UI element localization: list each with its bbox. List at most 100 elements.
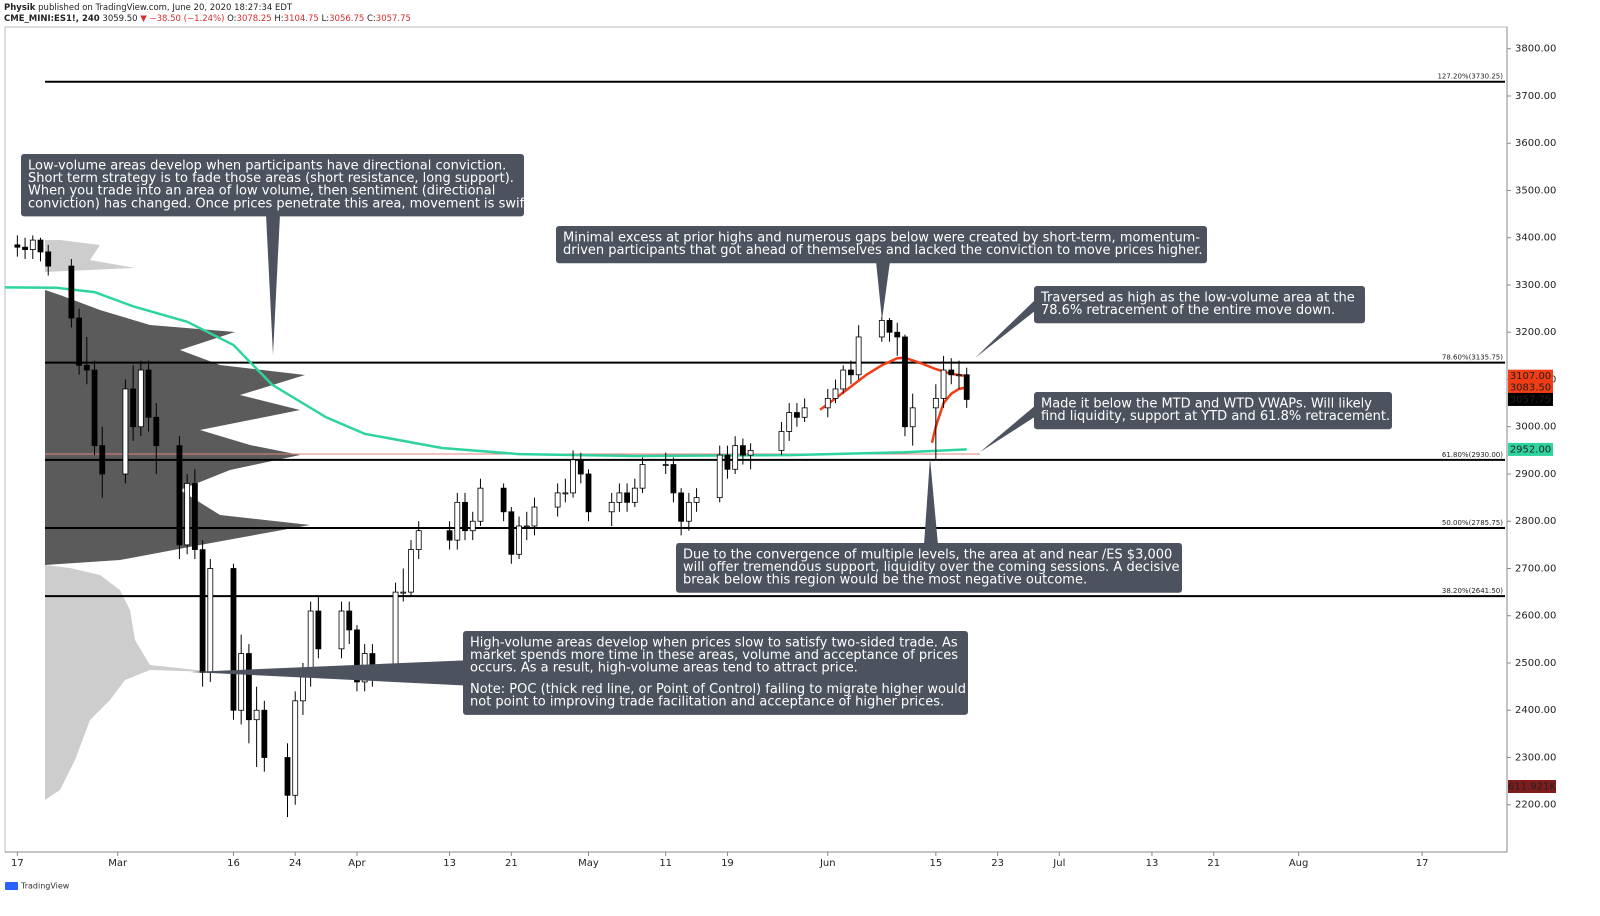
y-tick-label: 3000.00: [1515, 422, 1556, 433]
candle-body: [585, 473, 592, 513]
candle-body: [392, 591, 399, 673]
candle-body: [408, 549, 414, 593]
y-tick-label: 3200.00: [1515, 327, 1556, 338]
x-tick-label: 13: [443, 858, 456, 869]
candle-body: [145, 369, 152, 418]
y-tick-label: 3800.00: [1515, 44, 1556, 55]
candle-body: [523, 525, 530, 528]
candle-body: [662, 464, 669, 466]
callout-text: break below this region would be the mos…: [683, 573, 1087, 588]
volume-tag-label: 611.921K: [1508, 782, 1556, 793]
volume-tag: [1508, 780, 1556, 793]
y-tick-label: 2500.00: [1515, 658, 1556, 669]
candle-body: [886, 320, 893, 333]
h-label: H:: [274, 14, 283, 24]
published: published on TradingView.com, June 20, 2…: [38, 3, 293, 13]
price-tag: [1508, 369, 1553, 383]
callout: Low-volume areas develop when participan…: [21, 154, 533, 355]
candle-body: [848, 369, 854, 376]
candle-body: [832, 388, 839, 399]
y-tick-label: 3700.00: [1515, 91, 1556, 102]
callout-text: Note: POC (thick red line, or Point of C…: [470, 682, 966, 697]
candle-body: [454, 501, 461, 541]
candle-body: [693, 497, 700, 503]
candle-body: [894, 331, 901, 338]
x-tick-label: 17: [11, 858, 24, 869]
price-tag: [1508, 442, 1553, 456]
x-tick-label: 11: [659, 858, 672, 869]
annotations: Low-volume areas develop when participan…: [21, 154, 1392, 715]
callout-text: Made it below the MTD and WTD VWAPs. Wil…: [1041, 397, 1372, 412]
candle-body: [338, 610, 345, 650]
candle-body: [508, 511, 515, 555]
y-tick-label: 2800.00: [1515, 516, 1556, 527]
c-value: 3057.75: [376, 14, 411, 24]
x-tick-label: Mar: [108, 858, 128, 869]
callout-text: High-volume areas develop when prices sl…: [470, 636, 958, 651]
candle-body: [284, 757, 291, 796]
candle-body: [91, 369, 98, 447]
candle-body: [354, 629, 360, 683]
o-value: 3078.25: [237, 14, 272, 24]
fib-label: 78.60%(3135.75): [1442, 354, 1503, 362]
candle-body: [83, 364, 90, 371]
callout-text: find liquidity, support at YTD and 61.8%…: [1041, 409, 1390, 424]
candle-body: [963, 374, 970, 400]
fib-label: 38.20%(2641.50): [1442, 587, 1503, 595]
x-tick-label: 21: [1207, 858, 1220, 869]
candle-body: [716, 454, 723, 499]
candle-body: [732, 445, 739, 470]
l-label: L:: [322, 14, 330, 24]
vwap-line: [930, 386, 967, 444]
x-tick-label: 24: [289, 858, 302, 869]
candle-body: [176, 445, 183, 546]
candle-body: [801, 407, 808, 418]
candle-body: [261, 709, 268, 758]
candle-body: [469, 520, 476, 532]
y-tick-label: 3500.00: [1515, 185, 1556, 196]
candle-body: [570, 459, 576, 494]
candle-body: [500, 487, 507, 513]
header-line-1: Physik published on TradingView.com, Jun…: [4, 3, 293, 13]
callout-box: [556, 226, 1207, 264]
candle-body: [747, 449, 754, 456]
price-tag-label: 3057.75: [1510, 394, 1551, 405]
logo-icon: [5, 882, 18, 890]
candle-body: [292, 700, 299, 796]
candle-body: [191, 483, 198, 550]
callout-pointer: [975, 299, 1036, 358]
candle-body: [670, 464, 677, 494]
symbol: CME_MINI:ES1!, 240: [4, 14, 100, 24]
callout-text: When you trade into an area of low volum…: [28, 184, 495, 199]
candle-body: [562, 492, 569, 495]
footer-text: TradingView: [20, 882, 70, 891]
candle-body: [739, 445, 746, 456]
price-tag-label: 3083.50: [1510, 382, 1551, 393]
y-tick-label: 3600.00: [1515, 138, 1556, 149]
fib-label: 61.80%(2930.00): [1442, 451, 1503, 459]
candle-body: [68, 265, 75, 319]
y-tick-label: 3400.00: [1515, 233, 1556, 244]
price-tag-label: 3107.00: [1510, 371, 1551, 382]
callout-pointer: [980, 405, 1036, 452]
candle-body: [446, 530, 453, 541]
candle-body: [624, 492, 631, 503]
callout-text: not point to improving trade facilitatio…: [470, 695, 944, 710]
candle-body: [948, 369, 955, 376]
candle-body: [909, 407, 916, 428]
candle-body: [199, 549, 206, 673]
x-tick-label: 21: [505, 858, 518, 869]
callout-text: Low-volume areas develop when participan…: [28, 159, 506, 174]
candle-body: [230, 568, 237, 711]
callout: Due to the convergence of multiple level…: [676, 458, 1182, 593]
candle-body: [14, 244, 21, 248]
footer-logo: TradingView: [5, 882, 70, 891]
h-value: 3104.75: [284, 14, 319, 24]
candle-body: [940, 369, 947, 399]
candle-body: [878, 320, 885, 338]
header-line-2: CME_MINI:ES1!, 240 3059.50 ▼ −38.50 (−1.…: [4, 14, 411, 24]
candles: [14, 235, 970, 818]
y-tick-label: 2700.00: [1515, 563, 1556, 574]
candle-body: [346, 610, 353, 631]
